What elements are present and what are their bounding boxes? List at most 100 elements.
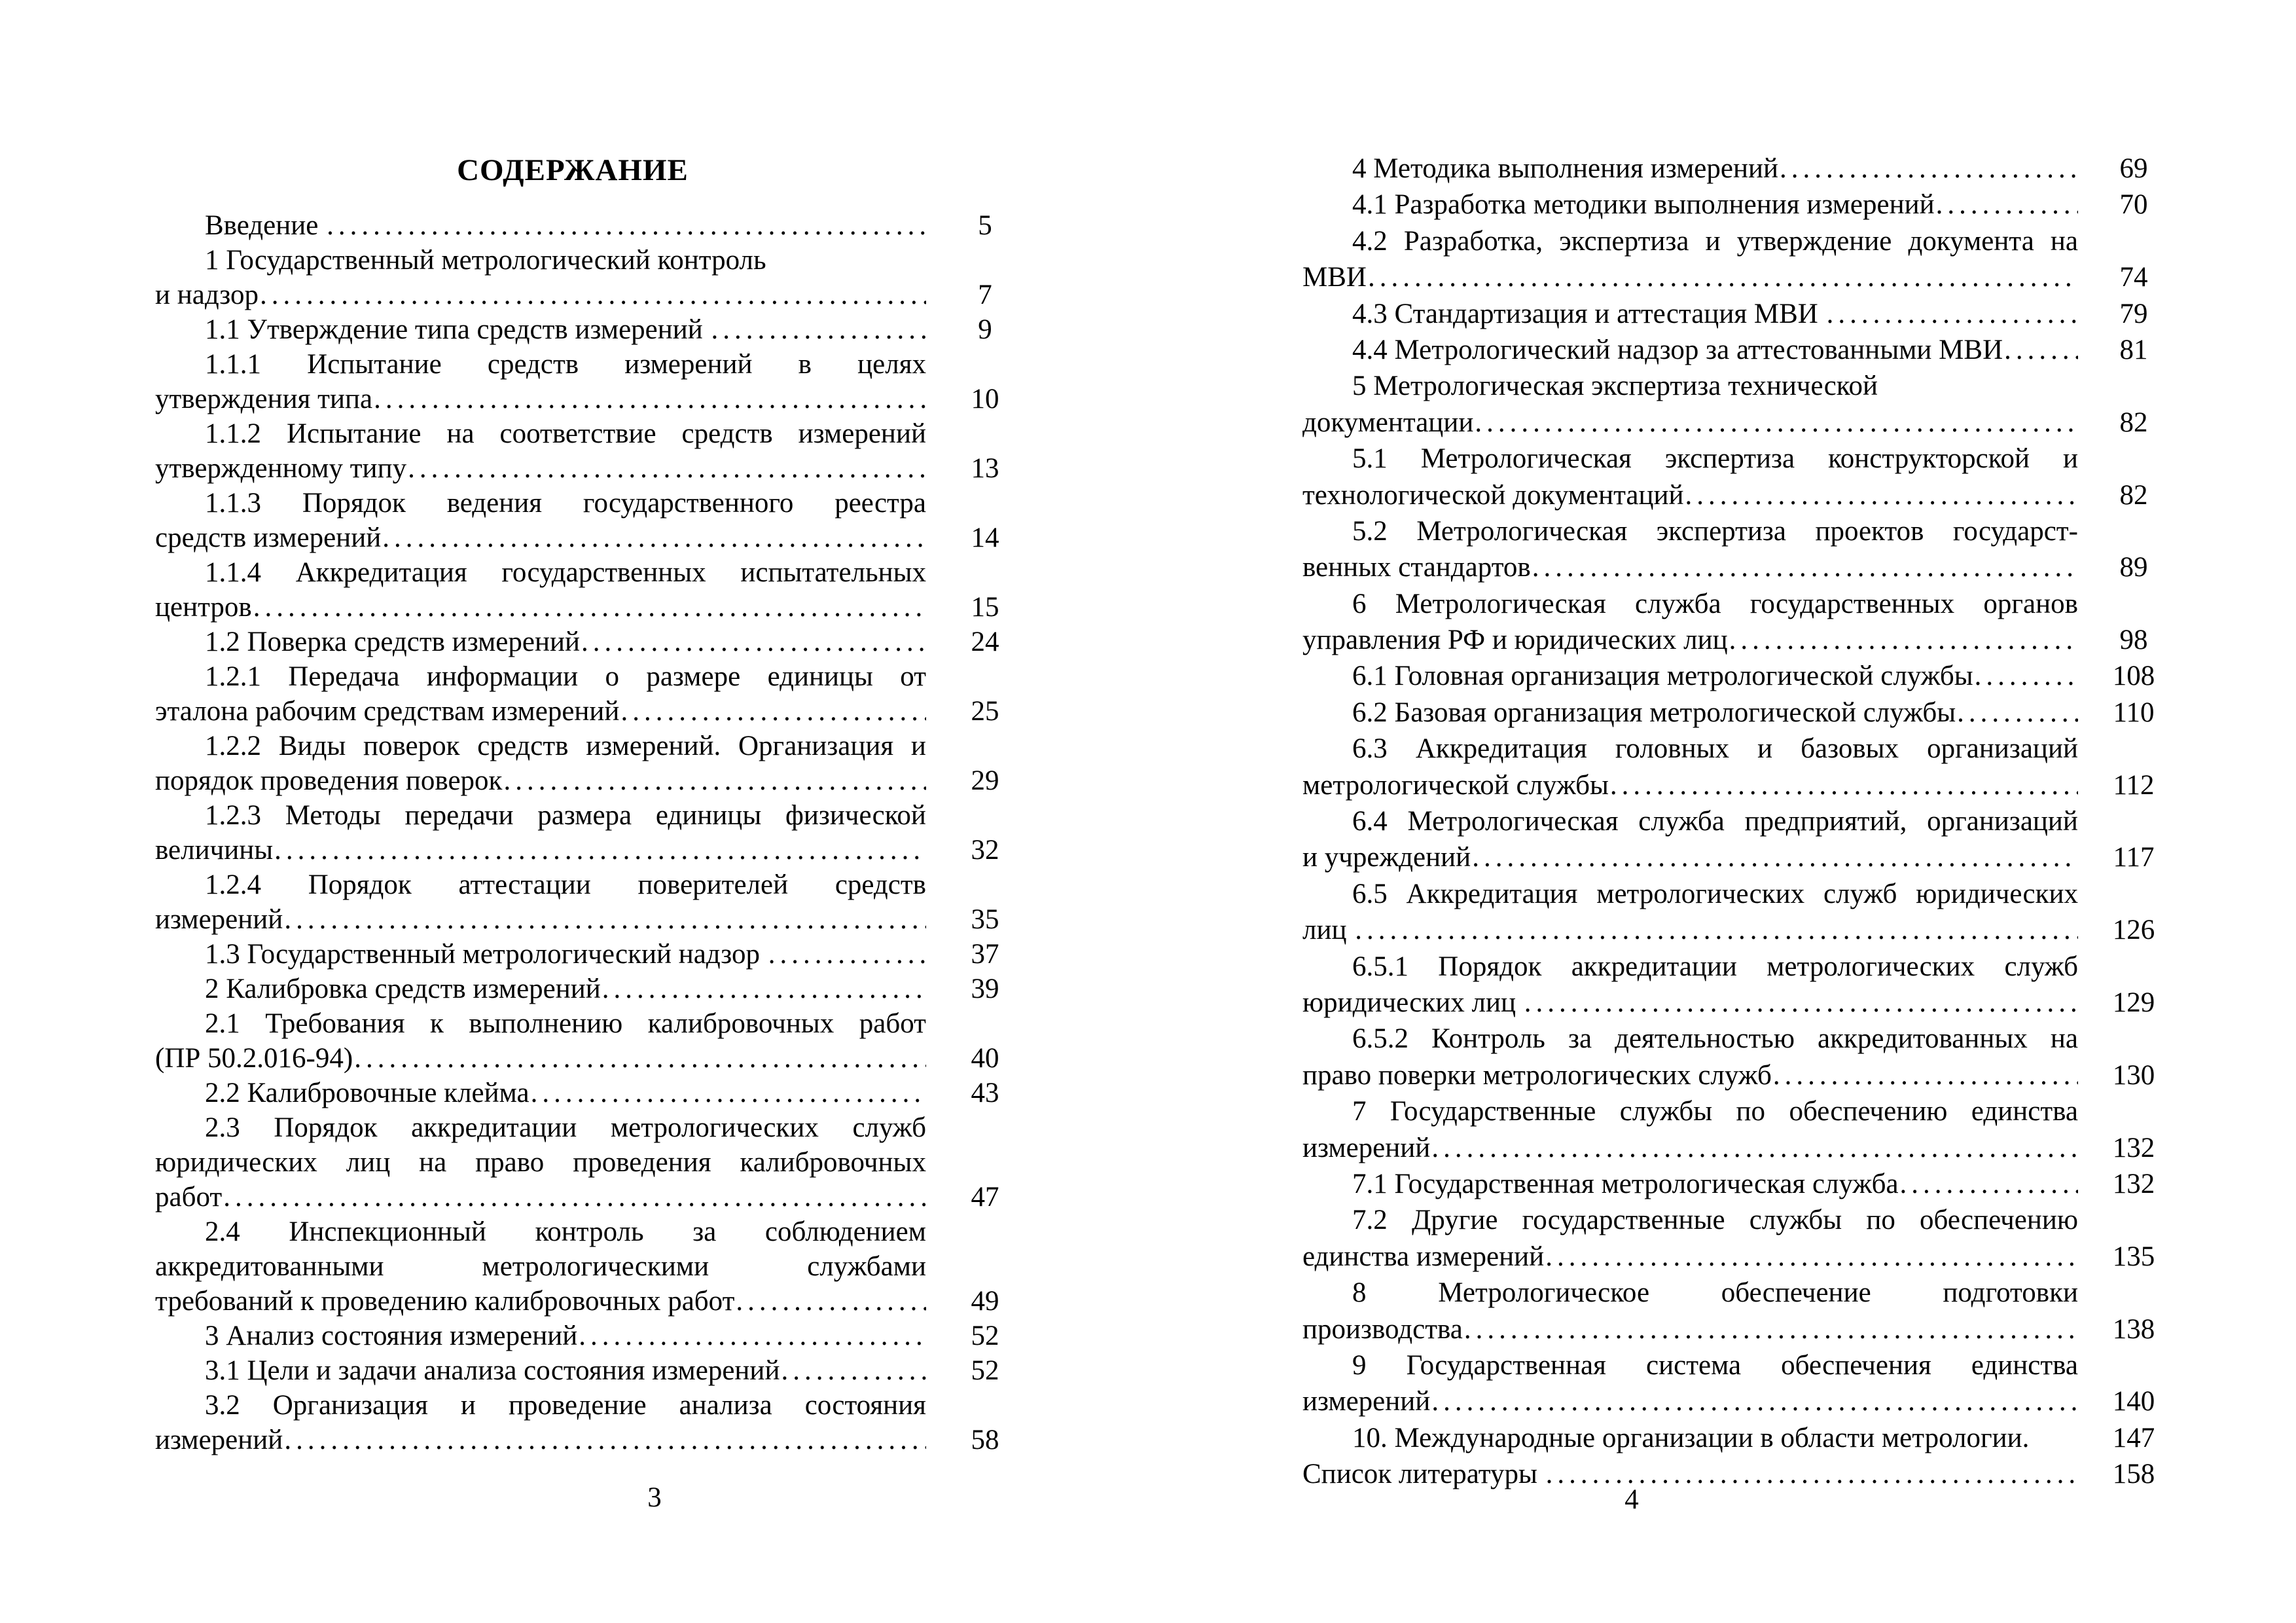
toc-entry-text: управления РФ и юридических лиц <box>1302 625 1728 656</box>
toc-entry-word: физической <box>785 800 926 831</box>
toc-entry-page-number: 37 <box>971 939 999 970</box>
dot-leader: ........................................… <box>1472 842 2078 873</box>
toc-entry-text: 1.1 Утверждение типа средств измерений <box>205 314 710 345</box>
dot-leader: ........................................… <box>1431 1386 2078 1417</box>
toc-entry-page-number: 40 <box>971 1043 999 1074</box>
toc-entry: 7.1 Государственная метрологическая служ… <box>1302 1166 2189 1202</box>
toc-entry: 2.3 Порядок аккредитации метрологических слу… <box>155 1110 1044 1214</box>
toc-entry-text-block: 2.2 Калибровочные клейма................… <box>155 1076 926 1110</box>
dot-leader: ........................................… <box>1475 407 2078 438</box>
dot-leader: ........................................… <box>1463 1313 2078 1345</box>
toc-entry-page-number: 25 <box>971 696 999 727</box>
toc-entry-text: лиц <box>1302 915 1354 946</box>
toc-entry-text: 2 Калибровка средств измерений <box>205 974 601 1004</box>
toc-entry-word: измерений. <box>586 731 721 761</box>
dot-leader: ........................................… <box>768 939 926 970</box>
toc-entry-word: аккредитации <box>1571 951 1737 982</box>
toc-entry-word: калибровочных <box>740 1147 926 1178</box>
toc-entry-page-number: 79 <box>2119 298 2148 329</box>
toc-entry-page-number: 15 <box>971 592 999 623</box>
toc-entry-line: 3 Анализ состояния измерений............… <box>155 1319 926 1353</box>
toc-entry-word: состояния <box>804 1390 926 1421</box>
toc-entry: 6.4 Метрологическая служба предприятий, орга… <box>1302 803 2189 876</box>
toc-entry-text-block: 10. Международные организации в области … <box>1302 1420 2078 1456</box>
toc-entry-word: Инспекционный <box>289 1216 486 1247</box>
toc-entry-line: утвержденному типу......................… <box>155 451 926 486</box>
toc-entry-line: технологической документаций............… <box>1302 477 2078 513</box>
toc-entry: 2.1 Требования к выполнению калибровочных раб… <box>155 1006 1044 1076</box>
toc-entry-word: Испытание <box>286 418 422 449</box>
toc-entry: 1.1.4 Аккредитация государственных испытате… <box>155 555 1044 625</box>
toc-entry: 9 Государственная система обеспечения единст… <box>1302 1347 2189 1420</box>
toc-entry-text: 4.1 Разработка методики выполнения измер… <box>1352 189 1935 221</box>
dot-leader: ........................................… <box>253 592 926 623</box>
toc-entry: Введение ...............................… <box>155 208 1044 243</box>
toc-entry-line: 4.1 Разработка методики выполнения измер… <box>1302 187 2078 223</box>
dot-leader: ........................................… <box>1772 1059 2078 1091</box>
toc-entry-word: по <box>1866 1205 1895 1236</box>
toc-entry: 4 Методика выполнения измерений.........… <box>1302 151 2189 187</box>
toc-entry-word: средств <box>681 418 773 449</box>
toc-entry-page-number: 112 <box>2113 769 2155 801</box>
dot-leader: ........................................… <box>1935 189 2078 221</box>
toc-entry-text-block: 3 Анализ состояния измерений............… <box>155 1319 926 1353</box>
toc-entry-line: МВИ.....................................… <box>1302 259 2078 295</box>
toc-entry-text: 4.4 Метрологический надзор за аттестован… <box>1352 334 2003 365</box>
toc-entry-word: и <box>910 731 926 761</box>
toc-entry-word: 8 <box>1352 1277 1367 1309</box>
toc-entry-page-number: 5 <box>978 210 992 241</box>
toc-entry-line: измерений...............................… <box>155 1423 926 1457</box>
toc-entry: 4.1 Разработка методики выполнения измер… <box>1302 187 2189 223</box>
toc-entry-word: аккредитации <box>411 1112 577 1143</box>
toc-entry-word: поверителей <box>637 869 789 900</box>
dot-leader: ........................................… <box>601 974 926 1004</box>
toc-entry-word: единицы <box>767 661 873 692</box>
toc-entry-word: служб <box>1823 878 1897 909</box>
toc-entry-word: службы <box>1749 1205 1842 1236</box>
toc-entry: 6.5.2 Контроль за деятельностью аккредитован… <box>1302 1021 2189 1093</box>
toc-entry-word: средств <box>487 349 579 380</box>
toc-entry-word: служба <box>1638 806 1725 837</box>
toc-entry-word: Методы <box>285 800 381 831</box>
toc-entry-page-number: 35 <box>971 904 999 935</box>
toc-entry-word: о <box>605 661 619 692</box>
toc-entry-line: 6.3 Аккредитация головных и базовых организац… <box>1302 731 2078 767</box>
toc-entry-text-block: 3.2 Организация и проведение анализа состояни… <box>155 1388 926 1457</box>
toc-entry-text-block: 6 Метрологическая служба государственных орг… <box>1302 586 2078 659</box>
toc-entry-text-block: 2 Калибровка средств измерений..........… <box>155 972 926 1006</box>
toc-entry-text-block: 5 Метрологическая экспертиза технической… <box>1302 368 2078 441</box>
toc-entry-word: 5.1 <box>1352 443 1388 475</box>
toc-entry-page-number: 24 <box>971 627 999 657</box>
toc-entry-page-number: 132 <box>2112 1132 2155 1163</box>
toc-entry: 2.2 Калибровочные клейма................… <box>155 1076 1044 1110</box>
toc-entry-page-number: 132 <box>2112 1168 2155 1199</box>
toc-entry-line: 1.2 Поверка средств измерений...........… <box>155 625 926 659</box>
toc-entry-line: 2 Калибровка средств измерений..........… <box>155 972 926 1006</box>
toc-entry-text: 4 Методика выполнения измерений <box>1352 153 1779 184</box>
toc-entry-text: 3.1 Цели и задачи анализа состояния изме… <box>205 1355 780 1386</box>
page-folio: 4 <box>1624 1484 1639 1515</box>
toc-entry-word: экспертиза <box>1656 515 1786 547</box>
toc-entry-word: 2.4 <box>205 1216 240 1247</box>
toc-entry-line: 5.1 Метрологическая экспертиза конструкторс… <box>1302 441 2078 477</box>
toc-entry-page-number: 89 <box>2119 552 2148 583</box>
toc-entry: 3.1 Цели и задачи анализа состояния изме… <box>155 1353 1044 1388</box>
dot-leader: ........................................… <box>1367 262 2078 293</box>
dot-leader: ........................................… <box>260 280 926 310</box>
toc-entry-text: 5 Метрологическая экспертиза технической <box>1352 371 1878 402</box>
toc-entry-word: государственных <box>1749 588 1955 619</box>
toc-entry-word: 6.4 <box>1352 806 1388 837</box>
dot-leader: ........................................… <box>382 522 926 553</box>
toc-entry-page-number: 140 <box>2112 1386 2155 1417</box>
toc-entry-word: служба <box>1635 588 1721 619</box>
toc-entry-text-block: 1.2.4 Порядок аттестации поверителей средств… <box>155 867 926 937</box>
toc-entry-word: документа <box>1908 225 2034 257</box>
toc-entry-word: 7.2 <box>1352 1205 1388 1236</box>
toc-entry-word: на <box>2050 1023 2078 1055</box>
toc-entry: 1.1 Утверждение типа средств измерений .… <box>155 312 1044 347</box>
toc-entry-text: утвержденному типу <box>155 453 407 484</box>
toc-entry-page-number: 14 <box>971 522 999 553</box>
toc-entry-word: средств <box>834 869 926 900</box>
